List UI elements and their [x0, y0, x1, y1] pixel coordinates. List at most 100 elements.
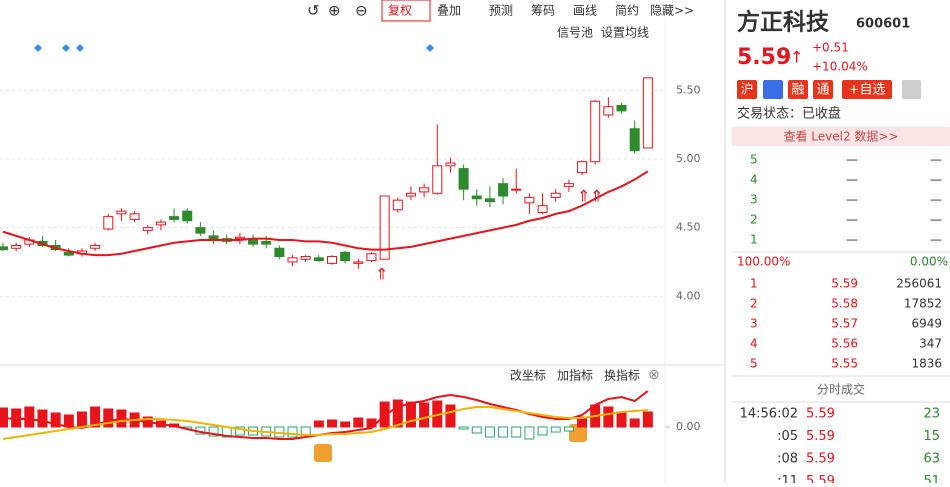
candle-body	[392, 199, 403, 211]
change-pct: +10.04%	[812, 60, 868, 74]
macd-bar	[445, 404, 456, 428]
y-tick-label: 4.00	[676, 289, 701, 302]
switch-indicator[interactable]: 换指标	[604, 368, 640, 383]
y-tick-label: 5.50	[676, 83, 701, 96]
stock-code: 600601	[856, 17, 910, 32]
close-icon[interactable]: ⊗	[648, 367, 660, 383]
badge-icon	[763, 80, 783, 99]
buy-price: 5.56	[831, 337, 858, 351]
macd-bar	[327, 419, 337, 428]
badge	[842, 80, 892, 99]
trade-volume: 23	[923, 407, 940, 422]
macd-bar	[90, 406, 101, 428]
candle-body	[195, 227, 206, 234]
macd-bar	[484, 426, 495, 438]
candle-body	[445, 162, 456, 167]
buy-level: 5	[750, 357, 758, 371]
buy-price: 5.58	[831, 297, 858, 311]
toolbar-button[interactable]: 叠加	[437, 4, 461, 18]
macd-bar	[313, 420, 324, 428]
set-ma[interactable]: 设置均线	[601, 26, 649, 40]
buy-price: 5.59	[831, 277, 858, 291]
zoom-out-icon[interactable]: ⊖	[355, 2, 368, 20]
candle-body	[642, 77, 653, 149]
sell-price: —	[846, 173, 858, 187]
buy-level: 3	[750, 317, 758, 331]
signal-pool[interactable]: 信号池	[557, 26, 593, 40]
macd-bar	[629, 418, 640, 428]
badge	[813, 80, 833, 99]
toolbar-button[interactable]: 筹码	[531, 4, 555, 18]
badge-label: 沪	[740, 82, 753, 98]
rocket-icon: ⇑	[577, 187, 590, 206]
level2-link[interactable]: 查看 Level2 数据>>	[783, 129, 898, 144]
sell-volume: —	[930, 233, 942, 247]
macd-bar	[208, 426, 219, 437]
macd-bar	[353, 417, 364, 428]
trade-price: 5.59	[806, 429, 835, 444]
badge	[788, 80, 808, 99]
buy-price: 5.55	[831, 357, 858, 371]
add-indicator[interactable]: 加指标	[557, 368, 593, 383]
candle-body	[169, 216, 180, 220]
y-tick-label: 5.00	[676, 152, 701, 165]
candle-body	[353, 261, 364, 264]
buy-level: 2	[750, 297, 758, 311]
change: +0.51	[812, 41, 849, 55]
candle-body	[274, 247, 285, 257]
alert-icon[interactable]	[902, 80, 921, 99]
macd-bar	[458, 426, 469, 430]
trade-time: 14:56:02	[740, 407, 798, 422]
toolbar-button[interactable]: 简约	[615, 3, 639, 18]
candle-body	[11, 244, 22, 249]
macd-bar	[642, 411, 653, 428]
buy-level: 1	[750, 277, 758, 291]
macd-bar	[234, 426, 245, 436]
macd-bar	[498, 426, 509, 438]
sell-price: —	[846, 153, 858, 167]
indicator-line	[2, 170, 649, 257]
sell-volume: —	[930, 193, 942, 207]
buy-volume: 1836	[911, 357, 942, 371]
sell-price: —	[846, 213, 858, 227]
sell-level: 3	[750, 193, 758, 207]
signal-x-icon	[314, 444, 332, 462]
trades-title: 分时成交	[817, 382, 865, 397]
buy-volume: 347	[919, 337, 942, 351]
sell-volume: —	[930, 173, 942, 187]
candle-body	[405, 192, 416, 197]
macd-bar	[392, 399, 403, 428]
candle-body	[340, 251, 351, 262]
level2-bar[interactable]	[732, 127, 950, 146]
sell-level: 5	[750, 153, 758, 167]
toolbar-button[interactable]: 复权	[388, 4, 412, 18]
candle-body	[261, 240, 272, 245]
candle-body	[616, 104, 627, 112]
price: 5.59	[737, 45, 791, 70]
indicator-line	[2, 406, 648, 440]
candle-body	[103, 216, 114, 230]
macd-bar	[616, 411, 627, 428]
buy-price: 5.57	[831, 317, 858, 331]
macd-bar	[405, 401, 416, 428]
candle-body	[90, 244, 101, 249]
undo-icon[interactable]: ↺	[307, 2, 320, 20]
change-axis[interactable]: 改坐标	[510, 369, 546, 383]
candle-body	[234, 236, 245, 240]
candle-body	[511, 188, 522, 191]
badge-label: 通	[816, 83, 829, 98]
candle-body	[458, 168, 469, 190]
ratio-left: 100.00%	[737, 255, 790, 269]
toolbar-button[interactable]: 画线	[573, 4, 597, 18]
candle-body	[142, 227, 153, 231]
toolbar-button[interactable]: 隐藏>>	[650, 4, 694, 18]
adjust-button[interactable]	[381, 0, 431, 22]
zoom-in-icon[interactable]: ⊕	[328, 2, 341, 20]
trade-volume: 15	[923, 429, 940, 444]
candle-body	[550, 192, 561, 198]
sell-level: 2	[750, 213, 758, 227]
sell-volume: —	[930, 213, 942, 227]
badge	[737, 80, 757, 99]
toolbar-button[interactable]: 预测	[489, 4, 513, 18]
